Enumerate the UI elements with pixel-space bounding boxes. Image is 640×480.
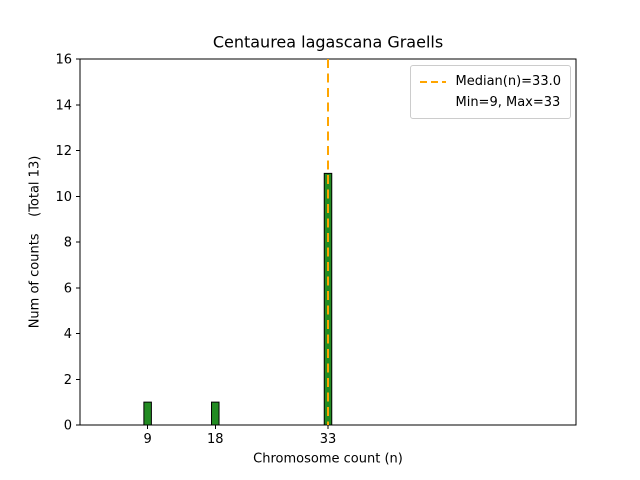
median-dashed-line-icon <box>420 80 447 83</box>
y-tick-label: 12 <box>55 144 72 159</box>
chart-title: Centaurea lagascana Graells <box>212 32 444 52</box>
y-axis-label: Num of counts (Total 13) <box>27 155 43 329</box>
x-tick-label: 18 <box>207 432 224 447</box>
y-tick-label: 0 <box>64 419 72 434</box>
x-tick-label: 9 <box>143 432 151 447</box>
bar <box>143 401 152 426</box>
y-tick-label: 14 <box>55 98 72 113</box>
legend-entry-minmax: Min=9, Max=33 <box>419 92 561 113</box>
y-tick-label: 4 <box>64 327 72 342</box>
legend: Median(n)=33.0 Min=9, Max=33 <box>410 65 571 119</box>
y-tick-label: 16 <box>55 53 72 68</box>
y-tick-label: 8 <box>64 236 72 251</box>
legend-median-label: Median(n)=33.0 <box>455 74 561 89</box>
bar <box>211 401 220 426</box>
legend-minmax-label: Min=9, Max=33 <box>455 95 561 110</box>
x-tick-label: 33 <box>320 432 337 447</box>
y-tick-label: 10 <box>55 190 72 205</box>
legend-entry-median: Median(n)=33.0 <box>419 71 561 92</box>
y-tick-label: 2 <box>64 373 72 388</box>
x-axis-label: Chromosome count (n) <box>253 451 403 467</box>
legend-spacer <box>419 93 447 113</box>
y-tick-label: 6 <box>64 281 72 296</box>
